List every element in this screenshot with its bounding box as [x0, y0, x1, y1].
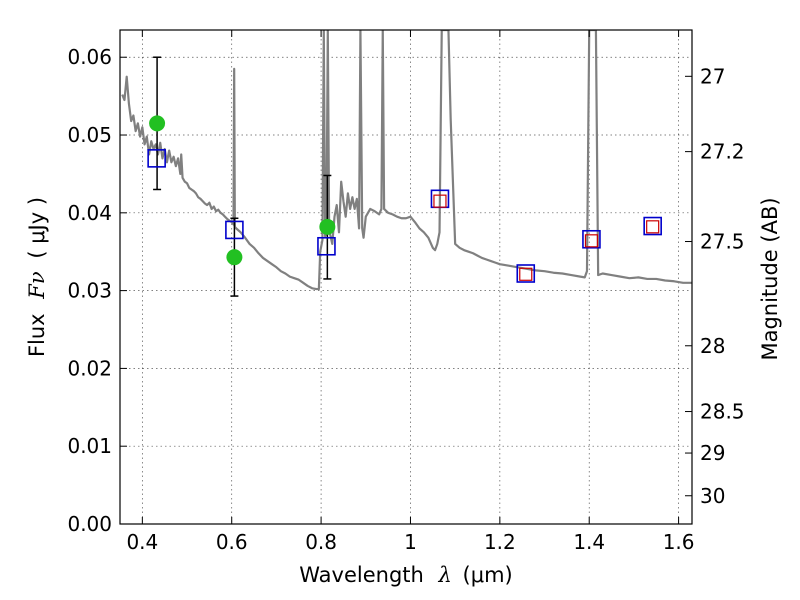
y2-tick-label: 27 — [700, 64, 725, 88]
model-band-square-red — [584, 234, 599, 248]
model-band-square-red — [433, 194, 447, 208]
y2-axis-label: Magnitude (AB) — [758, 197, 782, 360]
x-tick-label: 1.4 — [573, 530, 605, 554]
x-tick-label: 1 — [404, 530, 417, 554]
observed-point — [319, 218, 336, 235]
y2-tick-label: 27.2 — [700, 140, 745, 164]
x-tick-label: 0.6 — [216, 530, 248, 554]
axis-ticks: 0.4 0.6 0.8 1 1.2 1.4 1.6 0.00 0.01 0.02 0.03 0.04 0… — [67, 30, 745, 554]
y-tick-label: 0.05 — [67, 123, 112, 147]
observed-point — [149, 115, 166, 132]
observed-point — [226, 249, 243, 266]
y-tick-label: 0.01 — [67, 434, 112, 458]
model-band-square-red — [646, 220, 660, 234]
y-tick-label: 0.02 — [67, 356, 112, 380]
x-tick-label: 1.2 — [484, 530, 516, 554]
y2-tick-label: 27.5 — [700, 230, 745, 254]
y2-tick-label: 30 — [700, 484, 725, 508]
y2-tick-label: 29 — [700, 441, 725, 465]
model-band-square — [317, 236, 336, 256]
x-tick-label: 0.8 — [305, 530, 337, 554]
model-band-square-red — [519, 267, 533, 281]
y2-tick-label: 28.5 — [700, 400, 745, 424]
plot-frame — [119, 29, 693, 525]
model-band-square — [516, 264, 536, 283]
x-axis-label: Wavelength λ (μm) — [299, 563, 512, 587]
grid-lines — [120, 30, 692, 525]
y-tick-label: 0.04 — [67, 201, 112, 225]
model-spectrum-line — [121, 30, 692, 291]
model-band-square — [147, 149, 166, 168]
y-tick-label: 0.06 — [67, 45, 112, 69]
x-tick-label: 0.4 — [126, 530, 158, 554]
y-tick-label: 0.03 — [67, 279, 112, 303]
y-axis-label: Flux Fν ( μJy ) — [25, 197, 49, 357]
model-band-square — [582, 229, 601, 249]
plot-area — [121, 30, 692, 297]
x-tick-label: 1.6 — [663, 530, 695, 554]
model-band-square — [643, 216, 662, 236]
y-tick-label: 0.00 — [67, 512, 112, 536]
model-band-square — [225, 220, 244, 240]
y2-tick-label: 28 — [700, 334, 725, 358]
